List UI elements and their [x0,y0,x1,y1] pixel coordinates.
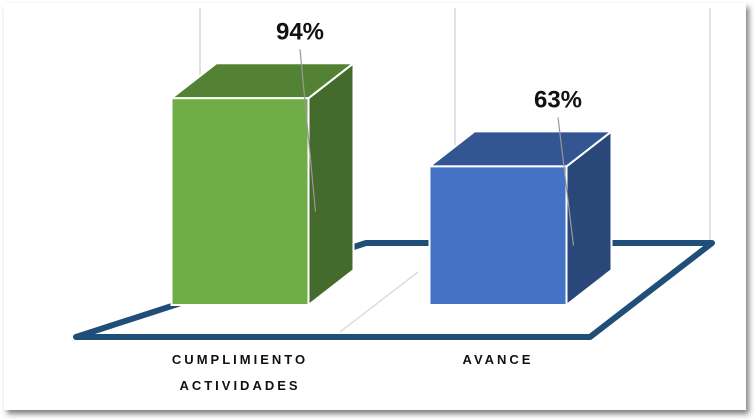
x-tick-label-box: CUMPLIMIENTO ACTIVIDADES [171,352,309,393]
bar [428,165,568,306]
x-tick-label: CUMPLIMIENTO ACTIVIDADES [171,352,309,393]
value-label: 63% [534,87,582,114]
chart-frame [4,3,746,410]
value-label: 94% [276,19,324,46]
floor-divider [339,271,419,333]
leader-line [299,49,317,212]
leader-line [557,117,575,246]
x-tick-label-box: AVANCE [462,352,534,367]
bar-side [307,61,355,308]
bar [170,97,310,306]
x-tick-label: AVANCE [462,352,534,367]
